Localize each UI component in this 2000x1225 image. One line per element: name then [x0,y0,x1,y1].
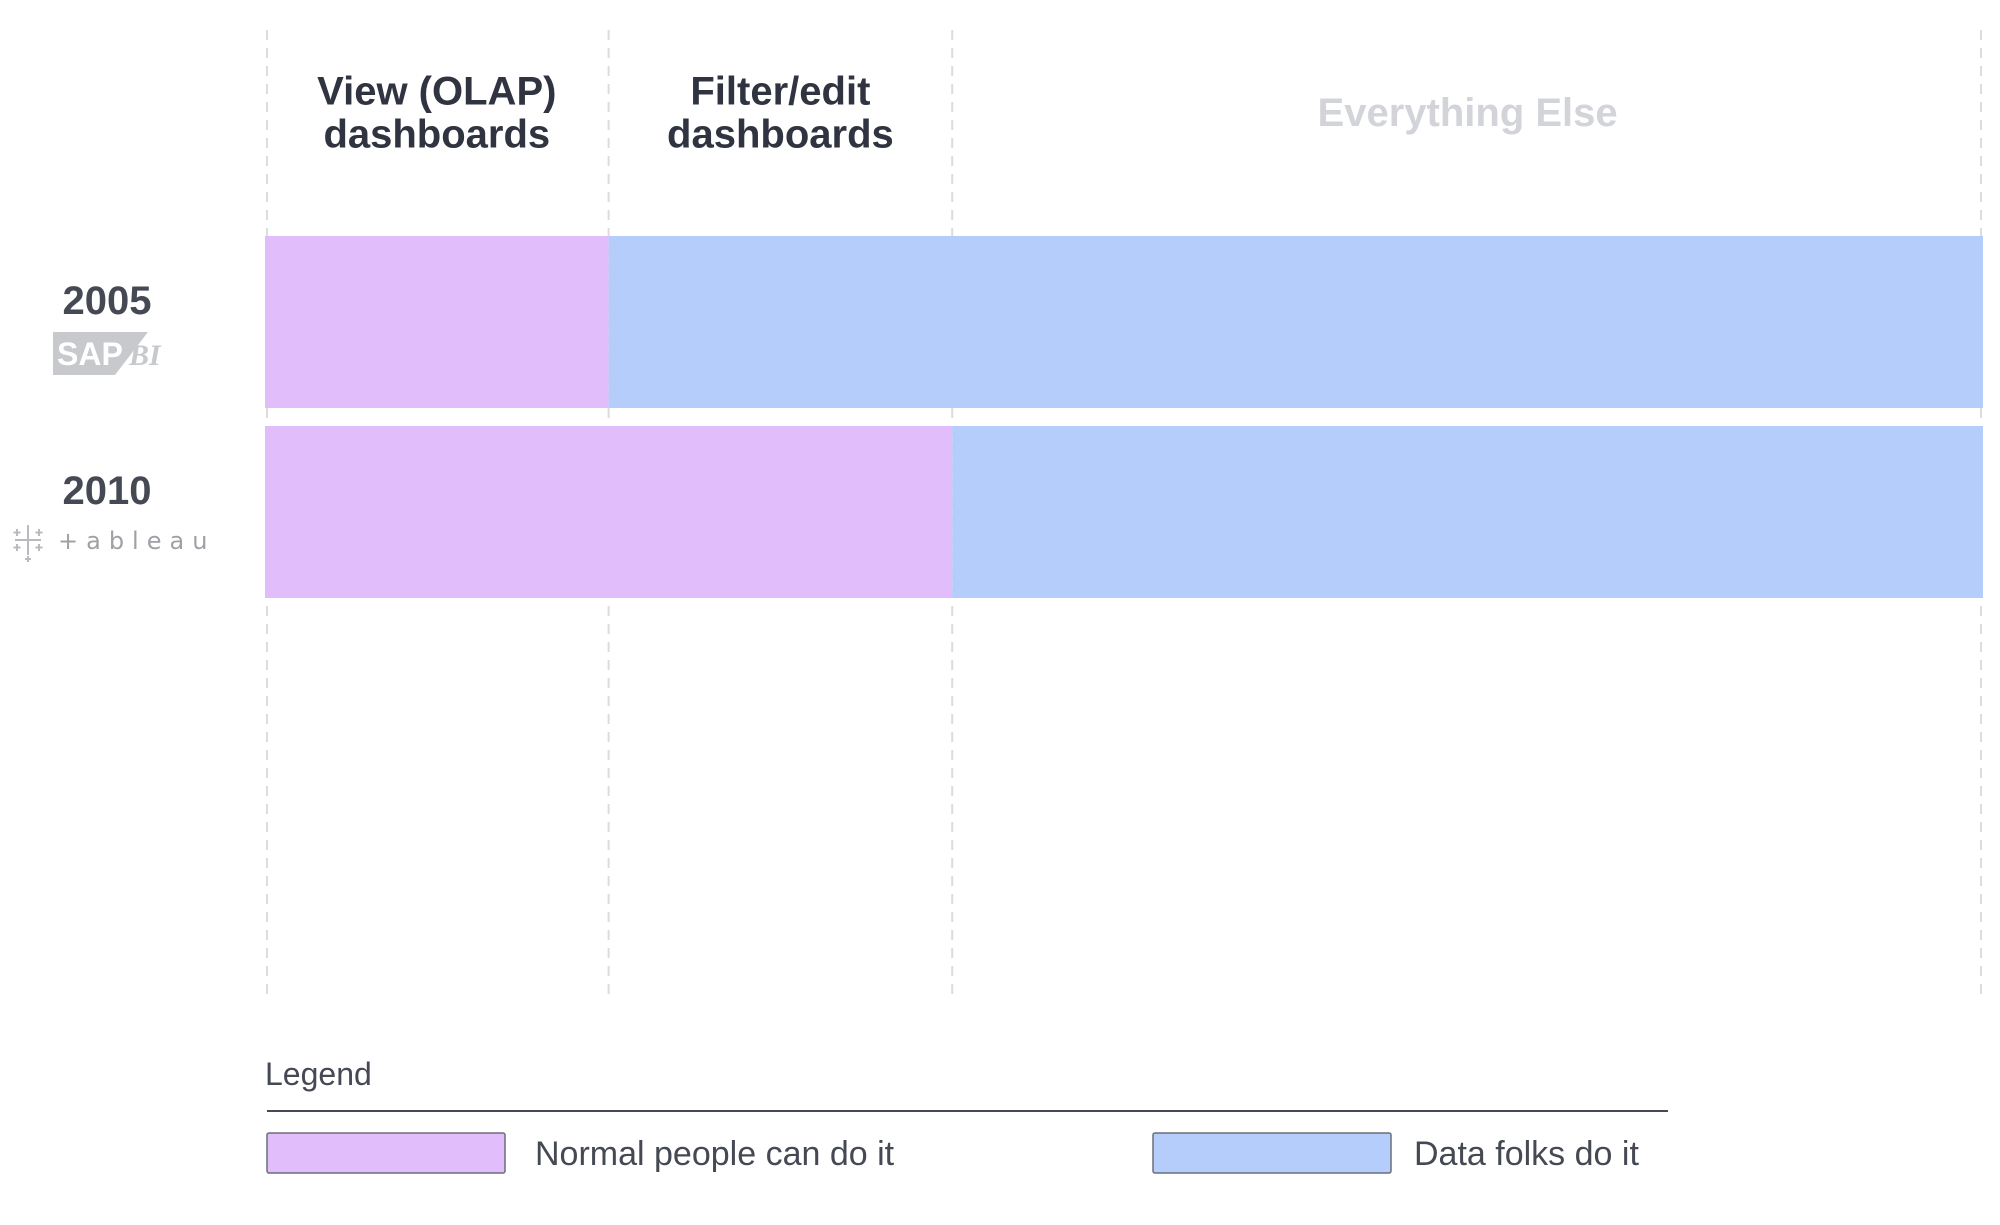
bar-segment [265,236,609,408]
bar-segment [608,236,1983,408]
bar-segment [952,426,1984,598]
legend: Legend Normal people can do it Data folks … [265,1056,1668,1174]
svg-text:+ableau: +ableau [58,527,215,555]
legend-title: Legend [265,1056,372,1092]
row-labels: 2005 2010 [63,279,152,513]
column-header: Everything Else [1318,91,1618,135]
sap-bi-logo: SAP BI [53,332,162,375]
tableau-logo: +ableau [13,525,215,562]
legend-label: Normal people can do it [535,1135,895,1173]
column-headers: View (OLAP) dashboards Filter/edit dashboar… [317,70,1618,157]
legend-label: Data folks do it [1414,1135,1639,1173]
column-header: Filter/edit dashboards [667,70,894,157]
legend-swatch [1152,1132,1392,1174]
row-label-year: 2010 [63,469,152,513]
bars [265,236,1984,598]
svg-text:SAP: SAP [57,336,123,372]
legend-swatch [266,1132,506,1174]
bar-segment [265,426,953,598]
column-header: View (OLAP) dashboards [317,70,556,157]
row-label-year: 2005 [63,279,152,323]
svg-text:BI: BI [128,339,162,372]
